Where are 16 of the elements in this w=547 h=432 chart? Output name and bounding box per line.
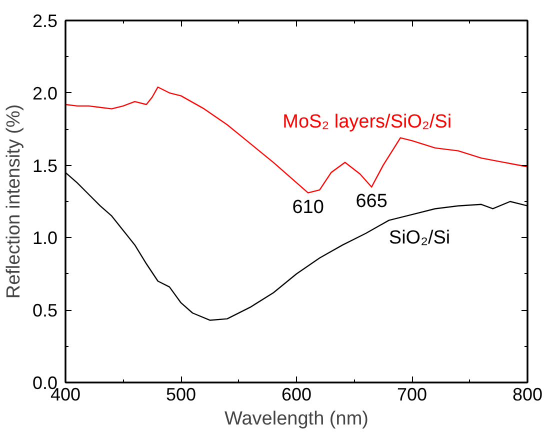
y-tick-label: 2.0 [32,83,58,104]
y-tick-label: 1.5 [32,156,58,176]
series-label: SiO₂/Si [388,228,450,249]
x-tick-label: 800 [512,384,543,404]
series-label: MoS₂ layers/SiO₂/Si [282,112,452,133]
y-tick-label: 1.0 [32,228,58,248]
x-tick-label: 600 [281,384,312,404]
x-tick-label: 700 [396,384,428,404]
line-series [66,86,528,194]
y-tick-label: 2.5 [32,11,58,31]
annotation: 665 [356,191,388,212]
y-tick-label: 0.5 [32,300,58,321]
y-axis-title: Reflection intensity (%) [3,104,24,299]
annotation: 610 [292,196,324,218]
x-axis-title: Wavelength (nm) [224,408,368,430]
x-tick-label: 500 [166,384,196,404]
